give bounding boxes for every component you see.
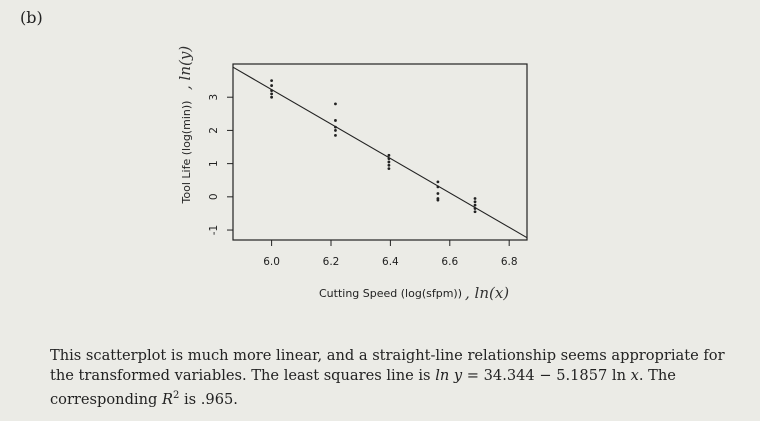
data-point xyxy=(387,160,391,164)
x-axis-handwritten-label: , ln(x) xyxy=(465,284,509,302)
data-point xyxy=(473,197,477,200)
data-point xyxy=(334,133,337,137)
scatterplot: 6.0 6.2 6.4 6.6 6.8 -1 0 1 2 3 Cutting Speed (lo… xyxy=(176,46,528,302)
data-point xyxy=(473,203,477,207)
data-point xyxy=(334,129,337,132)
x-tick-label: 6.8 xyxy=(501,256,518,268)
y-axis-handwritten-label: , ln(y) xyxy=(176,46,194,90)
data-point xyxy=(334,119,337,122)
data-point xyxy=(270,92,274,96)
data-point xyxy=(270,84,274,87)
data-point xyxy=(436,192,440,195)
y-axis-label: Tool Life (log(min)) xyxy=(180,101,193,205)
data-point xyxy=(270,95,274,99)
y-tick-label: 0 xyxy=(208,193,220,200)
part-label: (b) xyxy=(20,8,43,27)
data-point xyxy=(436,198,440,202)
least-squares-line xyxy=(232,66,528,239)
fitted-lhs: ln y xyxy=(435,367,463,384)
y-tick-label: 1 xyxy=(208,160,220,167)
y-tick-label: -1 xyxy=(208,225,220,235)
data-points xyxy=(270,79,477,214)
x-axis-ticks: 6.0 6.2 6.4 6.6 6.8 xyxy=(263,240,518,268)
y-tick-label: 3 xyxy=(208,94,220,101)
x-tick-label: 6.6 xyxy=(441,256,458,268)
y-tick-label: 2 xyxy=(208,127,220,134)
caption: This scatterplot is much more linear, an… xyxy=(50,346,758,410)
data-point xyxy=(334,102,337,106)
caption-line-3: corresponding R2 is .965. xyxy=(50,390,238,408)
x-axis-label: Cutting Speed (log(sfpm)) xyxy=(319,287,462,300)
data-point xyxy=(387,167,391,171)
data-point xyxy=(473,210,477,214)
x-tick-label: 6.2 xyxy=(323,256,340,268)
caption-line-2: the transformed variables. The least squ… xyxy=(50,367,676,384)
data-point xyxy=(473,200,477,204)
data-point xyxy=(387,163,391,167)
caption-line-1: This scatterplot is much more linear, an… xyxy=(50,347,725,364)
x-tick-label: 6.4 xyxy=(382,256,399,268)
y-axis-ticks: -1 0 1 2 3 xyxy=(208,94,233,235)
data-point xyxy=(270,79,274,83)
x-tick-label: 6.0 xyxy=(263,256,280,268)
plot-frame xyxy=(232,63,528,241)
data-point xyxy=(387,153,391,157)
data-point xyxy=(436,180,440,184)
